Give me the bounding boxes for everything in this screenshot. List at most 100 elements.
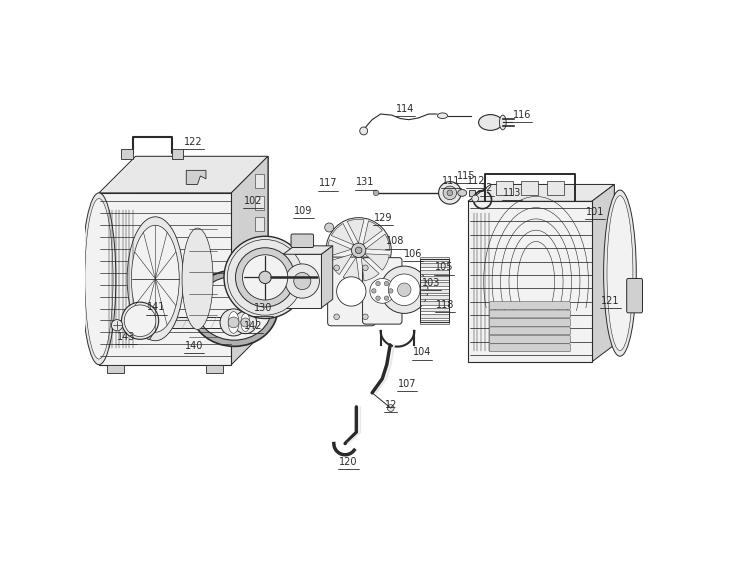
Polygon shape — [343, 257, 359, 281]
Circle shape — [356, 247, 362, 254]
Circle shape — [373, 190, 379, 196]
Bar — [255, 174, 264, 188]
Text: 109: 109 — [294, 206, 312, 216]
Bar — [420, 320, 449, 324]
Bar — [521, 181, 538, 195]
Bar — [420, 259, 449, 323]
Bar — [255, 303, 264, 317]
FancyBboxPatch shape — [328, 257, 375, 326]
Text: 143: 143 — [117, 332, 136, 342]
Polygon shape — [331, 224, 354, 245]
Ellipse shape — [127, 217, 183, 341]
Polygon shape — [283, 254, 322, 308]
Bar — [420, 276, 449, 280]
Circle shape — [228, 317, 239, 328]
Text: 12: 12 — [385, 400, 397, 410]
Ellipse shape — [122, 302, 158, 340]
Bar — [420, 257, 449, 261]
Polygon shape — [322, 246, 333, 308]
Circle shape — [334, 314, 339, 320]
Text: 111: 111 — [442, 176, 460, 186]
Ellipse shape — [220, 309, 247, 336]
Ellipse shape — [241, 314, 250, 332]
Polygon shape — [232, 156, 268, 365]
Text: 142: 142 — [243, 321, 262, 331]
Circle shape — [326, 218, 391, 283]
Circle shape — [370, 278, 394, 303]
Polygon shape — [361, 257, 379, 281]
Bar — [469, 190, 475, 196]
Polygon shape — [136, 156, 268, 328]
Polygon shape — [490, 185, 614, 345]
Bar — [172, 149, 183, 159]
Circle shape — [235, 248, 295, 307]
Bar — [420, 307, 449, 311]
Text: 113: 113 — [503, 188, 521, 198]
Circle shape — [363, 314, 368, 320]
Polygon shape — [328, 240, 352, 256]
Ellipse shape — [85, 199, 113, 359]
Circle shape — [376, 296, 380, 301]
Bar — [420, 314, 449, 318]
Bar — [496, 181, 513, 195]
Circle shape — [438, 182, 461, 204]
Circle shape — [227, 239, 303, 315]
FancyBboxPatch shape — [490, 327, 570, 335]
Ellipse shape — [196, 277, 272, 340]
Circle shape — [388, 289, 393, 293]
Polygon shape — [347, 219, 364, 243]
Circle shape — [360, 127, 368, 135]
Bar — [255, 281, 264, 295]
Text: 131: 131 — [356, 177, 375, 187]
Text: 114: 114 — [396, 104, 414, 114]
Circle shape — [472, 195, 479, 202]
Circle shape — [372, 289, 376, 293]
Text: 118: 118 — [435, 300, 454, 310]
Ellipse shape — [438, 113, 448, 118]
Text: 122: 122 — [184, 137, 203, 147]
Text: 12: 12 — [481, 183, 493, 194]
Ellipse shape — [191, 271, 278, 346]
Polygon shape — [366, 234, 390, 250]
Ellipse shape — [499, 115, 507, 130]
Polygon shape — [186, 170, 206, 185]
Circle shape — [241, 318, 250, 327]
Text: 105: 105 — [435, 262, 454, 272]
Ellipse shape — [457, 190, 467, 196]
Polygon shape — [365, 254, 389, 271]
Polygon shape — [363, 221, 383, 245]
FancyBboxPatch shape — [490, 336, 570, 343]
Circle shape — [259, 271, 271, 284]
Text: 108: 108 — [386, 237, 405, 246]
Text: 104: 104 — [413, 348, 431, 357]
Circle shape — [111, 320, 122, 331]
FancyBboxPatch shape — [627, 278, 643, 313]
Polygon shape — [108, 365, 125, 373]
Ellipse shape — [479, 114, 502, 130]
Text: 107: 107 — [398, 379, 416, 389]
Text: 140: 140 — [185, 341, 203, 350]
Bar — [255, 217, 264, 231]
Bar — [420, 263, 449, 267]
Circle shape — [334, 265, 339, 271]
Bar — [122, 149, 133, 159]
Ellipse shape — [228, 312, 239, 333]
Circle shape — [376, 281, 380, 286]
Circle shape — [363, 265, 368, 271]
Circle shape — [380, 266, 428, 314]
Text: 116: 116 — [513, 110, 531, 119]
Bar — [255, 238, 264, 252]
Bar — [420, 295, 449, 299]
FancyBboxPatch shape — [363, 258, 402, 324]
Ellipse shape — [143, 302, 154, 340]
Bar — [420, 289, 449, 293]
Circle shape — [243, 255, 288, 300]
Bar — [547, 181, 564, 195]
Polygon shape — [206, 365, 223, 373]
Ellipse shape — [131, 225, 180, 332]
Polygon shape — [99, 156, 268, 193]
Polygon shape — [468, 185, 614, 201]
Text: 117: 117 — [319, 178, 337, 188]
FancyBboxPatch shape — [490, 344, 570, 351]
FancyBboxPatch shape — [490, 319, 570, 327]
